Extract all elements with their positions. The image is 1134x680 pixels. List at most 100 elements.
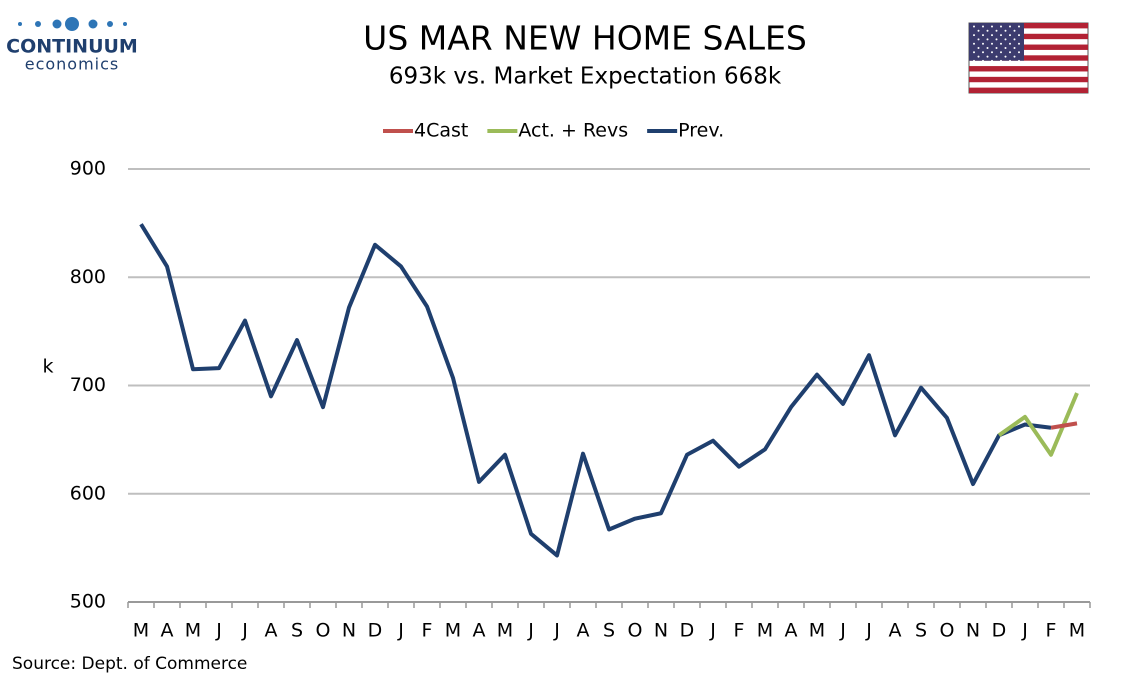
x-tick-label: N <box>654 620 668 642</box>
flag-stripe <box>969 87 1088 93</box>
flag-star <box>1018 51 1020 54</box>
x-tick-label: S <box>603 620 615 642</box>
flag-stripe <box>969 76 1088 83</box>
flag-star <box>1000 34 1002 37</box>
x-tick-label: S <box>291 620 303 642</box>
legend-label: Act. + Revs <box>518 120 628 142</box>
flag-star <box>977 55 980 58</box>
x-tick-label: F <box>1046 620 1057 642</box>
flag-stripe <box>969 23 1088 29</box>
legend-label: Prev. <box>678 120 724 142</box>
flag-star <box>1018 42 1020 45</box>
flag-star <box>1009 59 1011 62</box>
source: Source: Dept. of Commerce <box>12 654 247 674</box>
flag-star <box>986 29 989 32</box>
line-series <box>1050 421 1078 430</box>
x-tick-label: J <box>553 620 560 642</box>
flag-star <box>1000 42 1002 45</box>
x-tick-label: M <box>1069 620 1085 642</box>
flag-stripe <box>969 55 1088 61</box>
x-tick-label: D <box>368 620 383 642</box>
y-axis-label: k <box>42 356 53 378</box>
flag-star <box>1004 55 1007 58</box>
legend-label: 4Cast <box>414 120 468 142</box>
x-tick-label: J <box>241 620 248 642</box>
x-tick-label: A <box>577 620 590 642</box>
flag-star <box>1000 59 1002 62</box>
flag-star <box>995 55 998 58</box>
flag-star <box>1000 51 1002 54</box>
logo: CONTINUUM economics <box>6 17 138 74</box>
x-tick-label: A <box>785 620 798 642</box>
x-tick-label: J <box>397 620 404 642</box>
x-tick-label: J <box>527 620 534 642</box>
logo-name: CONTINUUM <box>6 36 138 58</box>
flag-star <box>1004 38 1007 41</box>
flag-star <box>1004 29 1007 32</box>
flag-star <box>986 55 989 58</box>
x-tick-label: N <box>342 620 356 642</box>
flag-stripe <box>969 66 1088 72</box>
x-tick-label: J <box>709 620 716 642</box>
x-tick-label: F <box>734 620 745 642</box>
x-tick-label: D <box>680 620 695 642</box>
flag-stripe <box>969 33 1088 40</box>
x-tick-label: N <box>966 620 980 642</box>
x-tick-label: M <box>445 620 461 642</box>
flag-star <box>1009 25 1011 28</box>
flag-star <box>995 38 998 41</box>
flag-star <box>995 29 998 32</box>
flag-star <box>973 34 975 37</box>
x-tick-label: F <box>422 620 433 642</box>
flag-star <box>1009 42 1011 45</box>
x-tick-label: M <box>809 620 825 642</box>
flag <box>968 22 1089 94</box>
x-tick-label: M <box>133 620 149 642</box>
chart-title: US MAR NEW HOME SALES <box>363 19 807 58</box>
x-tick-label: M <box>185 620 201 642</box>
flag-star <box>1013 29 1016 32</box>
x-tick-label: M <box>757 620 773 642</box>
flag-star <box>977 29 980 32</box>
x-tick-label: J <box>1021 620 1028 642</box>
flag-star <box>986 38 989 41</box>
flag-star <box>1013 55 1016 58</box>
x-tick-label: J <box>215 620 222 642</box>
chart-subtitle: 693k vs. Market Expectation 668k <box>389 64 782 90</box>
x-tick-label: J <box>839 620 846 642</box>
x-tick-label: M <box>497 620 513 642</box>
flag-star <box>991 42 993 45</box>
x-tick-label: A <box>265 620 278 642</box>
flag-star <box>991 25 993 28</box>
flag-star <box>991 59 993 62</box>
y-tick-label: 600 <box>70 482 106 504</box>
flag-star <box>977 38 980 41</box>
flag-star <box>991 51 993 54</box>
x-tick-label: A <box>473 620 486 642</box>
flag-canton <box>969 23 1024 61</box>
x-tick-label: S <box>915 620 927 642</box>
flag-star <box>1018 25 1020 28</box>
flag-star <box>973 25 975 28</box>
logo-sub: economics <box>25 55 120 74</box>
x-tick-label: O <box>940 620 955 642</box>
flag-star <box>1013 38 1016 41</box>
flag-star <box>982 25 984 28</box>
flag-star <box>973 42 975 45</box>
flag-star <box>986 47 989 49</box>
flag-star <box>973 59 975 62</box>
y-tick-label: 500 <box>70 591 106 613</box>
line-series <box>139 223 1052 558</box>
flag-star <box>1009 51 1011 54</box>
flag-star <box>1013 47 1016 49</box>
flag-stripe <box>969 44 1088 50</box>
flag-star <box>982 59 984 62</box>
flag-star <box>982 42 984 45</box>
flag-star <box>977 47 980 49</box>
flag-star <box>995 47 998 49</box>
x-tick-label: A <box>161 620 174 642</box>
x-tick-label: A <box>889 620 902 642</box>
flag-star <box>973 51 975 54</box>
x-tick-label: J <box>865 620 872 642</box>
